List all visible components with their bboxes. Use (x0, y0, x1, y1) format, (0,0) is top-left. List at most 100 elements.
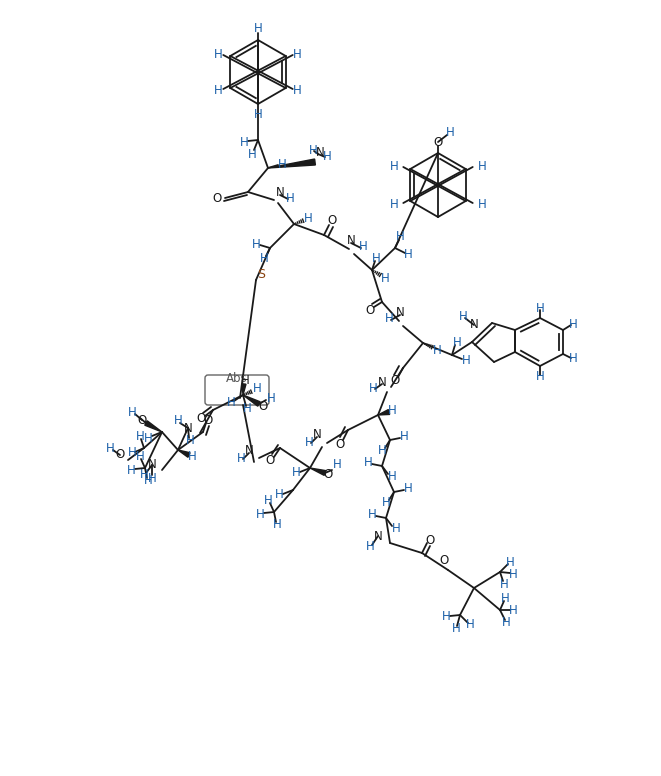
Text: H: H (508, 567, 518, 580)
Text: H: H (136, 429, 144, 442)
Text: H: H (369, 382, 377, 394)
Polygon shape (378, 410, 389, 415)
Text: O: O (335, 438, 344, 451)
Polygon shape (145, 421, 162, 432)
Text: H: H (305, 435, 313, 449)
Text: O: O (426, 534, 435, 546)
Text: H: H (303, 212, 313, 224)
Text: H: H (385, 313, 393, 325)
Text: H: H (389, 198, 399, 210)
Text: N: N (377, 376, 387, 389)
Text: H: H (535, 302, 545, 314)
Text: H: H (143, 431, 153, 445)
Polygon shape (242, 384, 246, 395)
Text: H: H (227, 397, 235, 410)
Text: H: H (568, 352, 577, 365)
Text: O: O (265, 453, 274, 466)
Text: H: H (568, 317, 577, 331)
Text: N: N (373, 529, 382, 542)
Text: H: H (254, 23, 262, 36)
Text: H: H (186, 435, 194, 448)
Text: H: H (128, 406, 136, 418)
Text: H: H (404, 483, 412, 496)
Text: H: H (381, 497, 391, 510)
Text: H: H (323, 151, 331, 164)
Text: O: O (204, 414, 213, 427)
Text: O: O (440, 553, 449, 566)
Text: H: H (214, 47, 223, 61)
Text: H: H (278, 158, 286, 171)
Text: H: H (274, 489, 284, 501)
Text: O: O (137, 414, 147, 427)
Text: N: N (184, 421, 192, 435)
FancyBboxPatch shape (205, 375, 269, 405)
Text: H: H (266, 393, 276, 406)
Text: O: O (327, 214, 336, 227)
Text: O: O (366, 303, 375, 317)
Text: N: N (396, 307, 405, 320)
Text: H: H (243, 403, 251, 415)
Text: H: H (253, 383, 261, 396)
Text: H: H (240, 136, 249, 148)
Text: H: H (139, 469, 148, 481)
Text: H: H (400, 431, 408, 444)
Text: H: H (461, 354, 471, 366)
Text: H: H (292, 466, 300, 480)
Polygon shape (268, 159, 315, 168)
Text: H: H (174, 414, 182, 428)
Text: H: H (366, 541, 374, 553)
Text: H: H (389, 160, 399, 172)
Text: N: N (245, 445, 253, 458)
Text: H: H (252, 237, 260, 251)
Text: H: H (387, 404, 397, 417)
Text: H: H (214, 84, 223, 96)
Text: H: H (136, 449, 144, 462)
Polygon shape (178, 450, 190, 457)
Text: N: N (276, 186, 284, 199)
Text: H: H (381, 272, 389, 285)
Text: H: H (465, 618, 475, 632)
Text: H: H (396, 230, 405, 244)
Text: H: H (433, 344, 442, 356)
Text: H: H (332, 459, 341, 472)
Text: O: O (391, 373, 400, 386)
Text: H: H (500, 591, 510, 605)
Text: H: H (241, 375, 249, 387)
Text: N: N (469, 318, 479, 331)
Text: S: S (257, 268, 265, 282)
Text: H: H (508, 604, 518, 616)
Text: H: H (387, 470, 397, 483)
Text: H: H (478, 198, 486, 210)
Text: H: H (260, 252, 268, 265)
Text: H: H (453, 335, 461, 348)
Text: H: H (535, 370, 545, 383)
Text: O: O (434, 136, 443, 148)
Text: Abs: Abs (226, 372, 248, 384)
Text: H: H (256, 508, 264, 521)
Text: H: H (264, 494, 272, 507)
Text: H: H (391, 522, 401, 535)
Polygon shape (243, 395, 260, 406)
Text: H: H (127, 463, 136, 476)
Text: H: H (506, 556, 514, 569)
Text: H: H (272, 518, 282, 532)
Text: H: H (359, 241, 368, 254)
Text: H: H (502, 615, 510, 629)
Text: H: H (446, 126, 454, 140)
Text: H: H (293, 84, 302, 96)
Text: O: O (116, 449, 125, 462)
Text: H: H (128, 446, 136, 459)
Text: H: H (364, 456, 372, 469)
Text: H: H (377, 445, 387, 458)
Text: H: H (237, 452, 245, 465)
Text: H: H (459, 310, 467, 323)
Text: H: H (478, 160, 486, 172)
Text: O: O (196, 411, 206, 424)
Text: H: H (147, 472, 157, 484)
Text: H: H (309, 144, 317, 157)
Text: N: N (315, 146, 325, 158)
Text: N: N (147, 459, 157, 472)
Text: H: H (500, 577, 508, 591)
Text: H: H (371, 251, 380, 265)
Text: H: H (442, 611, 450, 623)
